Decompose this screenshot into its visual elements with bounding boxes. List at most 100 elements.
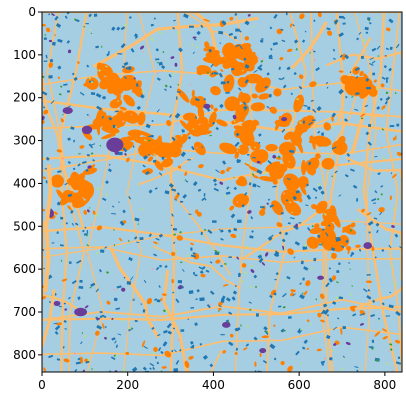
blue-segment: [48, 75, 52, 79]
purple-segment: [222, 322, 231, 328]
blue-segment: [225, 92, 230, 94]
blue-segment: [87, 230, 89, 233]
pink-segment: [237, 201, 239, 203]
light-green-segment: [143, 347, 144, 348]
x-tick-label: 600: [288, 378, 311, 392]
blue-segment: [356, 198, 358, 201]
purple-segment: [74, 308, 87, 317]
blue-segment: [307, 106, 310, 109]
light-green-segment: [183, 179, 185, 181]
light-green-segment: [105, 193, 108, 195]
light-green-segment: [305, 254, 306, 256]
light-green-segment: [61, 223, 62, 225]
blue-segment: [199, 297, 204, 301]
blue-segment: [247, 154, 250, 156]
blue-segment: [69, 261, 72, 264]
blue-segment: [298, 222, 301, 223]
light-green-segment: [88, 359, 91, 361]
orange-segment: [260, 353, 262, 357]
pink-segment: [388, 350, 389, 351]
green-segment: [261, 60, 264, 62]
light-green-segment: [310, 323, 311, 325]
blue-segment: [180, 201, 183, 203]
blue-segment: [274, 279, 276, 280]
light-green-segment: [377, 17, 379, 19]
y-tick-label: 300: [13, 134, 36, 148]
green-segment: [372, 348, 374, 350]
green-segment: [114, 244, 115, 246]
green-segment: [249, 309, 251, 311]
light-green-segment: [363, 39, 366, 41]
purple-segment: [204, 104, 211, 109]
blue-segment: [201, 232, 203, 235]
blue-segment: [390, 125, 395, 127]
light-green-segment: [223, 140, 225, 142]
pink-segment: [268, 108, 270, 109]
y-tick-label: 0: [28, 5, 36, 19]
blue-segment: [339, 16, 344, 19]
x-tick-label: 0: [38, 378, 46, 392]
blue-segment: [155, 357, 157, 359]
blue-segment: [188, 137, 190, 139]
blue-segment: [189, 26, 194, 28]
green-segment: [395, 92, 397, 94]
blue-segment: [113, 125, 116, 128]
blue-segment: [235, 285, 237, 287]
blue-segment: [338, 262, 341, 265]
blue-segment: [372, 340, 374, 343]
blue-segment: [91, 92, 95, 95]
blue-segment: [221, 81, 226, 84]
light-green-segment: [385, 363, 388, 365]
green-segment: [350, 229, 352, 231]
green-segment: [209, 135, 212, 136]
blue-segment: [85, 23, 89, 24]
light-green-segment: [123, 247, 125, 248]
light-green-segment: [285, 279, 286, 281]
blue-segment: [321, 132, 324, 135]
y-tick-label: 100: [13, 48, 36, 62]
blue-segment: [187, 159, 191, 160]
blue-segment: [182, 129, 185, 132]
blue-segment: [305, 31, 307, 33]
blue-segment: [301, 261, 304, 265]
blue-segment: [60, 217, 63, 220]
blue-segment: [396, 124, 399, 127]
green-segment: [233, 177, 234, 178]
blue-segment: [386, 80, 388, 83]
pink-segment: [89, 116, 91, 118]
blue-segment: [235, 29, 239, 32]
blue-segment: [361, 56, 364, 59]
y-tick-label: 700: [13, 305, 36, 319]
blue-segment: [173, 368, 178, 372]
blue-segment: [212, 220, 216, 222]
green-segment: [163, 51, 165, 53]
light-green-segment: [391, 265, 392, 267]
blue-segment: [64, 303, 66, 305]
blue-segment: [386, 77, 389, 79]
blue-segment: [228, 256, 231, 258]
light-green-segment: [49, 295, 51, 297]
light-green-segment: [161, 276, 162, 277]
blue-segment: [157, 299, 161, 302]
blue-segment: [87, 114, 89, 116]
x-tick-label: 800: [373, 378, 396, 392]
blue-segment: [118, 152, 123, 155]
blue-segment: [114, 298, 118, 302]
pink-segment: [42, 114, 44, 115]
light-green-segment: [264, 172, 267, 174]
green-segment: [217, 252, 219, 254]
green-segment: [240, 325, 241, 327]
blue-segment: [398, 357, 400, 359]
blue-segment: [303, 120, 305, 123]
blue-segment: [180, 329, 184, 331]
purple-segment: [317, 276, 324, 280]
blue-segment: [94, 14, 98, 17]
blue-segment: [343, 23, 346, 25]
y-tick-label: 800: [13, 348, 36, 362]
green-segment: [207, 72, 208, 74]
blue-segment: [178, 280, 182, 283]
blue-segment: [281, 212, 284, 214]
blue-segment: [221, 299, 225, 303]
blue-segment: [193, 272, 195, 275]
